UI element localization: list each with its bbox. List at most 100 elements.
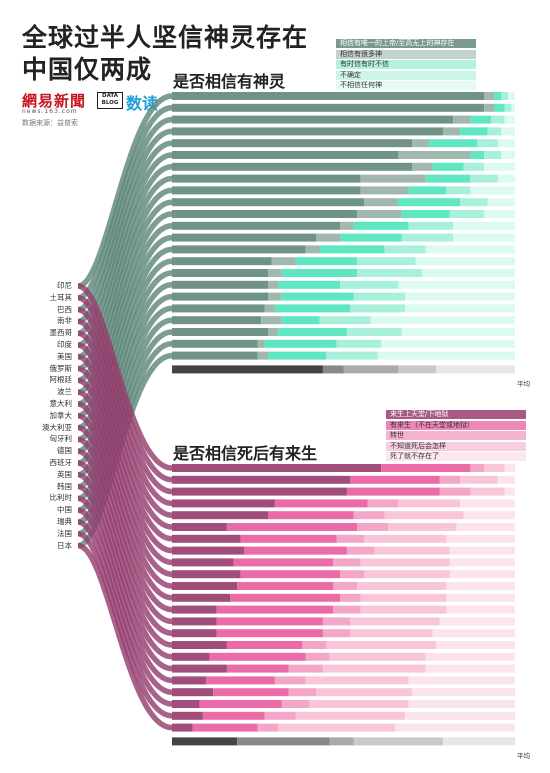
afterlife-bar-5 <box>449 558 515 567</box>
god-bar-5 <box>511 103 515 112</box>
god-bar-2 <box>360 174 426 183</box>
country-label: 中国 <box>57 505 72 515</box>
datablog-line-2: BLOG <box>101 100 119 106</box>
afterlife-bar-5 <box>394 723 515 732</box>
god-bar-3 <box>278 328 347 336</box>
god-bar-1 <box>172 186 361 195</box>
afterlife-connector <box>77 283 173 471</box>
god-bar-5 <box>377 351 515 360</box>
god-bar-3 <box>274 304 351 313</box>
god-bar-3 <box>429 139 478 148</box>
god-bar-3 <box>425 174 471 183</box>
afterlife-connector <box>77 306 173 495</box>
god-bar-2 <box>271 257 296 266</box>
afterlife-bar-3 <box>470 464 485 472</box>
afterlife-bar-1 <box>172 593 231 602</box>
afterlife-bar-2 <box>350 475 440 484</box>
afterlife-bar-4 <box>350 629 433 638</box>
afterlife-connector <box>77 460 173 648</box>
afterlife-bar-1 <box>172 711 203 720</box>
afterlife-bar-4 <box>316 688 413 697</box>
afterlife-bar-3 <box>288 664 323 673</box>
afterlife-connector <box>77 365 173 554</box>
god-bar-1 <box>172 245 306 254</box>
afterlife-bar-2 <box>206 676 275 685</box>
logo-url: news.163.com <box>22 108 78 115</box>
god-legend-item: 不相信任何神 <box>336 81 476 90</box>
afterlife-bar-1 <box>172 558 234 567</box>
afterlife-bar-5 <box>425 652 515 661</box>
god-connector <box>77 199 173 395</box>
god-bar-4 <box>326 351 378 360</box>
afterlife-connector <box>77 507 173 695</box>
country-label: 韩国 <box>57 481 72 491</box>
afterlife-bar-5 <box>497 475 515 484</box>
god-bar-1 <box>172 127 443 136</box>
god-bar-5 <box>501 151 515 159</box>
god-bar-4 <box>501 92 509 100</box>
god-bar-4 <box>463 162 485 171</box>
god-connector <box>77 164 173 360</box>
afterlife-average-bar-2 <box>237 737 330 746</box>
afterlife-bar-5 <box>432 629 515 638</box>
afterlife-bar-2 <box>202 711 265 720</box>
god-bar-4 <box>401 233 454 242</box>
god-connector <box>77 223 173 419</box>
afterlife-bar-3 <box>322 629 351 638</box>
god-bar-4 <box>446 186 471 195</box>
god-bar-4 <box>357 257 416 266</box>
chart-afterlife-average-label: 平均 <box>517 752 530 760</box>
god-bar-5 <box>484 210 515 218</box>
afterlife-bar-4 <box>360 605 447 614</box>
afterlife-bar-5 <box>446 534 515 543</box>
country-label: 美国 <box>57 351 72 361</box>
god-bar-3 <box>340 233 402 242</box>
chart-afterlife-title: 是否相信死后有来生 <box>173 444 318 463</box>
afterlife-bar-2 <box>216 617 323 626</box>
afterlife-connector <box>77 354 173 542</box>
god-bar-5 <box>487 198 515 207</box>
god-connector <box>77 211 173 407</box>
god-bar-5 <box>508 92 515 100</box>
title-line-2: 中国仅两成 <box>22 55 153 84</box>
god-bar-2 <box>268 292 282 301</box>
god-bar-2 <box>357 210 402 218</box>
afterlife-bar-1 <box>172 629 217 638</box>
afterlife-connector <box>77 424 173 613</box>
afterlife-bar-5 <box>436 641 515 649</box>
afterlife-bar-4 <box>278 723 395 732</box>
afterlife-bar-2 <box>209 652 306 661</box>
afterlife-connector <box>77 519 173 707</box>
god-bar-5 <box>497 174 515 183</box>
afterlife-bar-5 <box>504 487 515 496</box>
god-legend-item: 相信有很多神 <box>336 49 476 59</box>
god-bar-4 <box>460 198 488 207</box>
chart-god-average-label: 平均 <box>517 380 530 388</box>
god-average-bar-4 <box>398 365 437 374</box>
country-label: 法国 <box>57 528 72 538</box>
afterlife-bar-1 <box>172 652 210 661</box>
afterlife-bar-1 <box>172 688 214 697</box>
god-bar-5 <box>398 280 515 289</box>
god-bar-1 <box>172 339 258 348</box>
afterlife-bar-1 <box>172 641 227 649</box>
afterlife-bar-2 <box>199 700 282 708</box>
god-bar-3 <box>295 257 358 266</box>
afterlife-bar-2 <box>226 664 289 673</box>
god-bar-1 <box>172 198 365 207</box>
afterlife-average-bar-4 <box>353 737 443 746</box>
god-bar-2 <box>264 304 275 313</box>
afterlife-bar-5 <box>446 605 515 614</box>
afterlife-bar-2 <box>216 605 334 614</box>
afterlife-bar-2 <box>233 558 334 567</box>
afterlife-connector <box>77 330 173 518</box>
god-average-bar-3 <box>343 365 399 374</box>
god-bar-1 <box>172 351 258 360</box>
afterlife-bar-1 <box>172 617 217 626</box>
god-legend-item: 不确定 <box>336 70 476 80</box>
afterlife-bar-5 <box>446 582 515 590</box>
afterlife-bar-4 <box>364 534 447 543</box>
god-bar-3 <box>278 280 341 289</box>
data-source: 数据来源：益普索 <box>22 119 78 127</box>
afterlife-bar-1 <box>172 605 217 614</box>
